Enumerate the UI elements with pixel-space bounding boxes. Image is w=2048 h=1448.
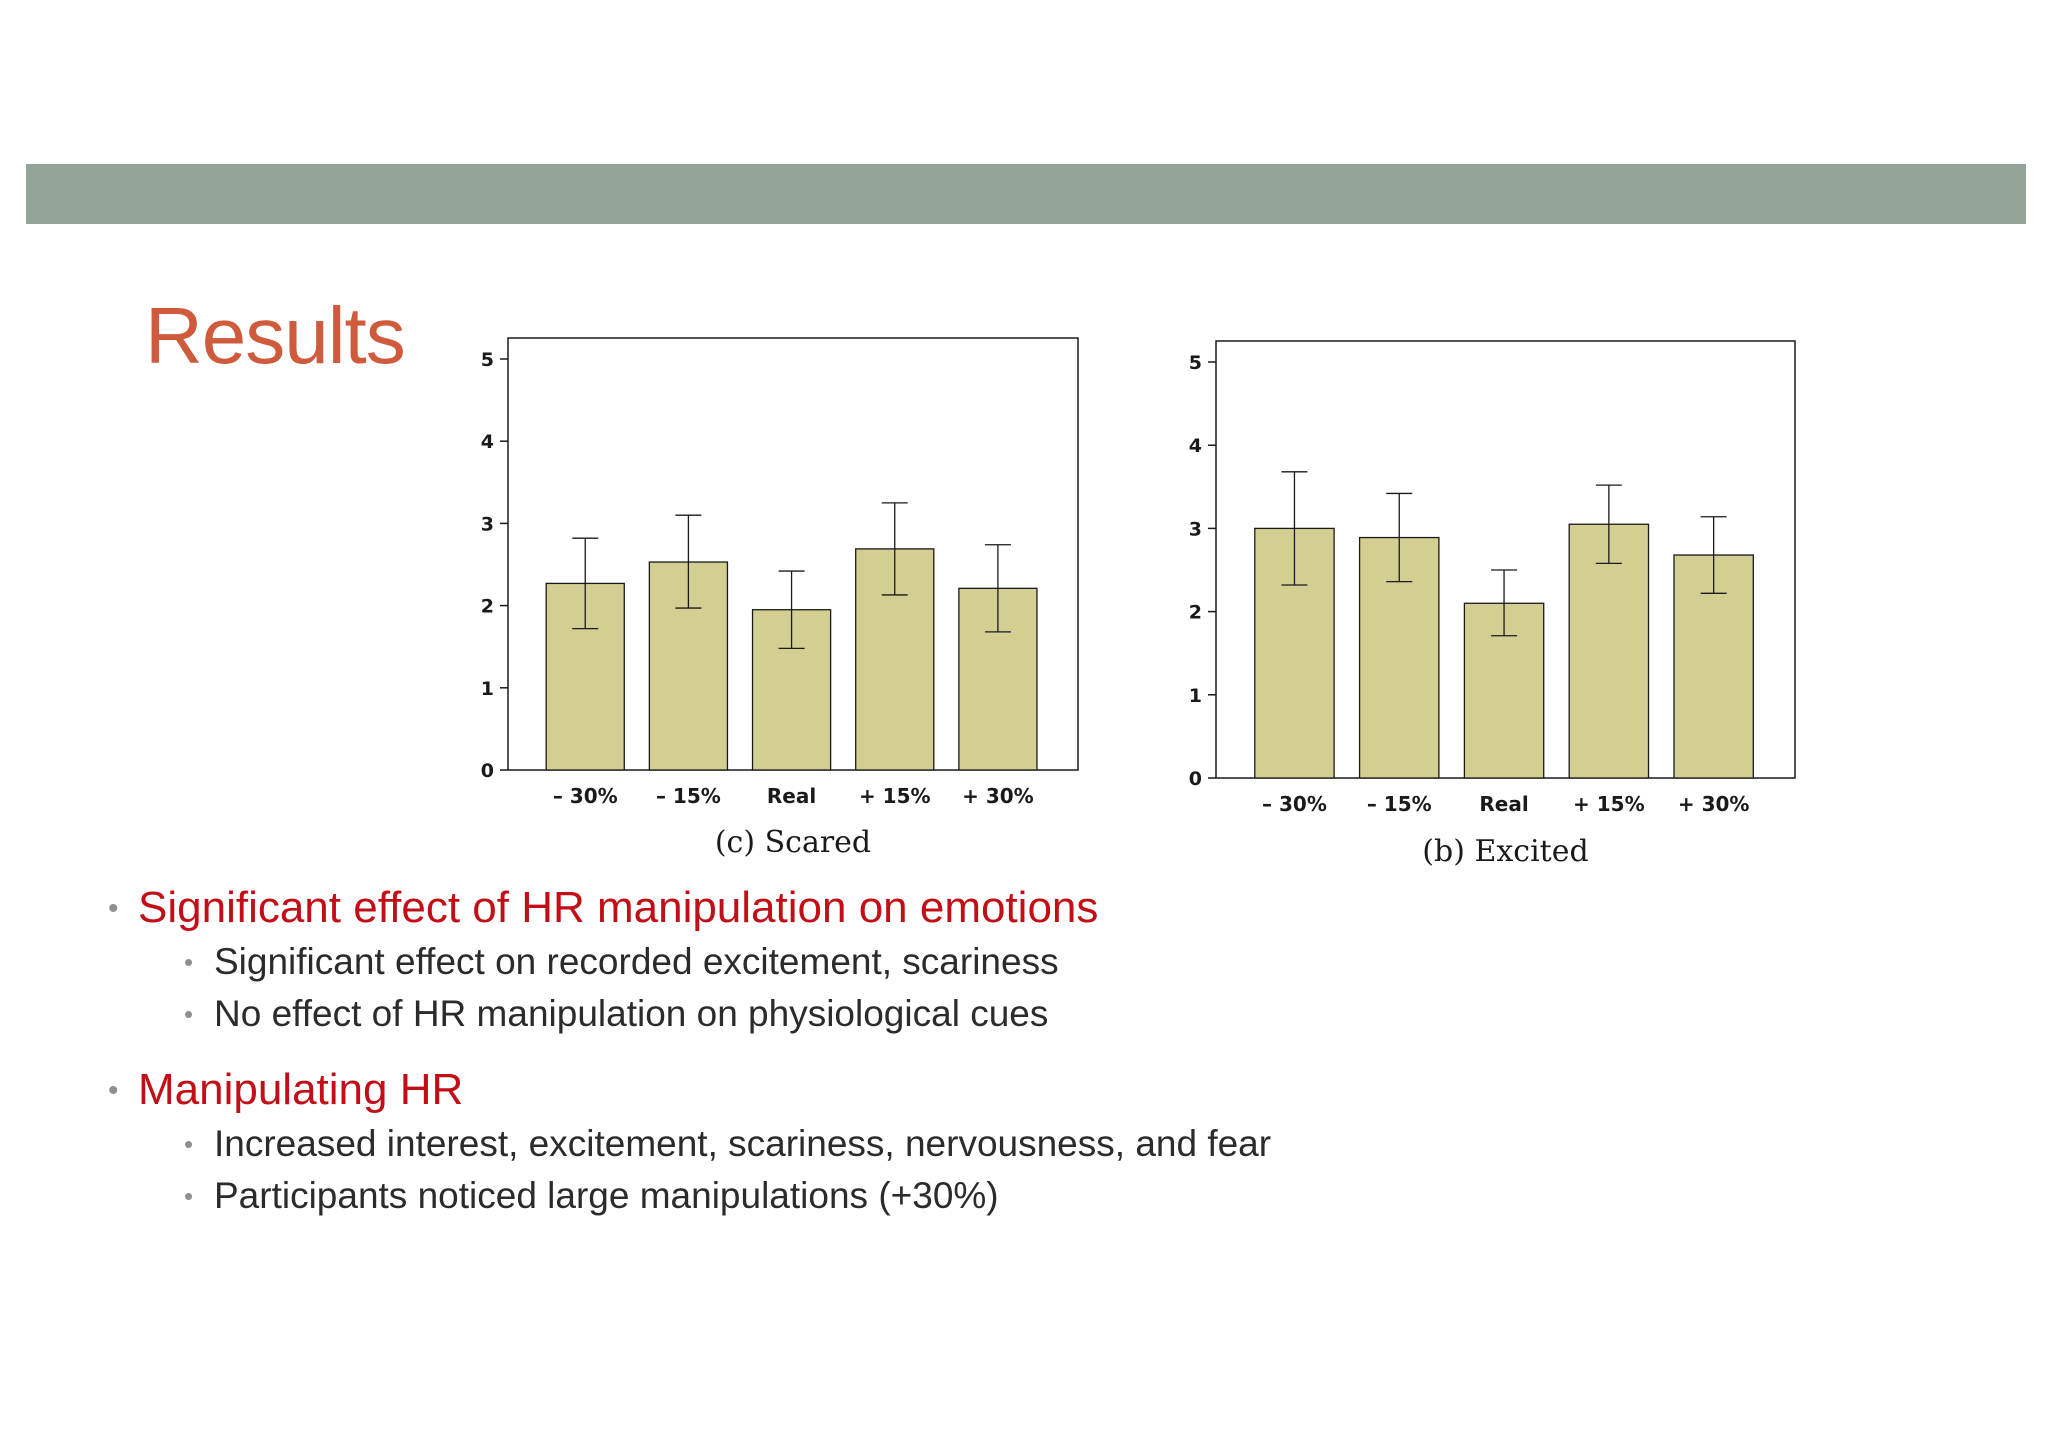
y-tick-label: 0 [481, 760, 494, 782]
bullet-item: Significant effect of HR manipulation on… [108, 880, 1808, 1040]
x-tick-label: Real [767, 784, 816, 808]
x-tick-label: + 15% [1573, 792, 1645, 816]
x-tick-label: – 30% [1262, 792, 1327, 816]
sub-bullet-list: Increased interest, excitement, scarines… [138, 1118, 1808, 1222]
sub-bullet-item: Increased interest, excitement, scarines… [184, 1118, 1808, 1170]
x-tick-label: – 15% [656, 784, 721, 808]
chart-caption: (b) Excited [1422, 834, 1588, 869]
y-tick-label: 2 [481, 596, 494, 618]
x-tick-label: + 15% [859, 784, 931, 808]
slide-title: Results [145, 291, 406, 380]
x-tick-label: + 30% [962, 784, 1034, 808]
sub-bullet-item: Participants noticed large manipulations… [184, 1170, 1808, 1222]
y-tick-label: 1 [1189, 685, 1202, 707]
x-tick-label: – 30% [553, 784, 618, 808]
y-tick-label: 4 [481, 431, 494, 453]
x-tick-label: + 30% [1678, 792, 1750, 816]
y-tick-label: 3 [1189, 518, 1202, 540]
y-tick-label: 0 [1189, 768, 1202, 790]
sub-bullet-item: No effect of HR manipulation on physiolo… [184, 988, 1808, 1040]
y-tick-label: 5 [481, 349, 494, 371]
x-tick-label: Real [1479, 792, 1528, 816]
bullet-label: Significant effect of HR manipulation on… [138, 883, 1099, 932]
bullet-item: Manipulating HRIncreased interest, excit… [108, 1062, 1808, 1222]
bar [1568, 523, 1650, 779]
y-tick-label: 4 [1189, 435, 1202, 457]
y-tick-label: 2 [1189, 602, 1202, 624]
bullet-label: Manipulating HR [138, 1065, 464, 1114]
x-tick-label: – 15% [1367, 792, 1432, 816]
bullet-list: Significant effect of HR manipulation on… [108, 880, 1808, 1244]
sub-bullet-list: Significant effect on recorded excitemen… [138, 936, 1808, 1040]
chart-caption: (c) Scared [715, 825, 871, 860]
y-tick-label: 5 [1189, 352, 1202, 374]
chart-scared: 0 1 2 3 4 5 – 30% – 15% Real + 15% + 30% (c) Scared [481, 337, 1079, 860]
chart-excited: 0 1 2 3 4 5 – 30% – 15% Real + 15% + 30% (b) Excite… [1189, 340, 1796, 869]
y-tick-label: 1 [481, 678, 494, 700]
y-tick-label: 3 [481, 513, 494, 535]
header-band [26, 164, 2026, 224]
sub-bullet-item: Significant effect on recorded excitemen… [184, 936, 1808, 988]
